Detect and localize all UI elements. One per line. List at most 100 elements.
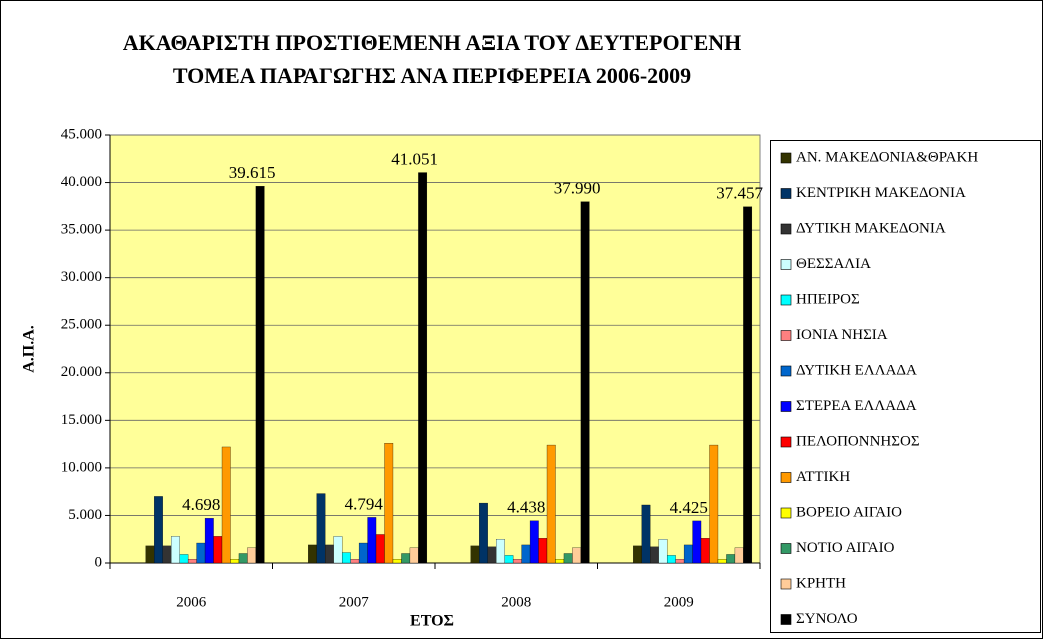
bar	[479, 502, 488, 564]
bar	[384, 443, 394, 564]
bar	[658, 539, 668, 564]
bar	[496, 539, 505, 564]
bar	[512, 559, 522, 564]
bar	[154, 496, 163, 564]
legend-swatch	[780, 507, 792, 519]
bar	[633, 545, 642, 564]
legend-label: ΠΕΛΟΠΟΝΝΗΣΟΣ	[796, 433, 920, 449]
data-label: 37.990	[554, 179, 601, 198]
bar	[555, 559, 565, 564]
bar	[213, 536, 223, 564]
bar	[580, 201, 590, 564]
data-label: 4.438	[507, 498, 545, 517]
bar	[196, 542, 206, 564]
bar	[563, 553, 573, 564]
bar	[401, 553, 411, 564]
bar	[692, 520, 702, 564]
bar	[717, 559, 727, 564]
bar	[650, 546, 659, 564]
data-label: 37.457	[716, 184, 763, 203]
legend-label: ΣΥΝΟΛΟ	[796, 611, 858, 627]
bar	[171, 536, 180, 564]
bar	[358, 542, 368, 564]
legend-label: ΗΠΕΙΡΟΣ	[796, 291, 860, 307]
bar	[230, 559, 240, 564]
y-tick-label: 20.000	[61, 364, 102, 380]
bar	[572, 547, 582, 564]
bar	[308, 544, 317, 564]
legend-label: ΘΕΣΣΑΛΙΑ	[796, 256, 871, 272]
legend-swatch	[780, 578, 792, 590]
x-tick-label: 2008	[501, 594, 531, 610]
bar	[683, 544, 693, 564]
bar	[504, 555, 514, 564]
y-tick-label: 5.000	[68, 507, 102, 523]
bar	[521, 544, 531, 564]
y-tick-label: 45.000	[61, 126, 102, 142]
legend-swatch	[780, 188, 792, 199]
legend-label: ΚΕΝΤΡΙΚΗ ΜΑΚΕΔΟΝΙΑ	[796, 185, 966, 201]
bar	[529, 520, 539, 564]
legend-label: ΑΝ. ΜΑΚΕΔΟΝΙΑ&ΘΡΑΚΗ	[796, 149, 978, 165]
bar	[743, 206, 753, 564]
bar	[247, 547, 257, 564]
legend-label: ΔΥΤΙΚΗ ΕΛΛΑΔΑ	[796, 362, 917, 378]
data-label: 4.698	[182, 495, 220, 514]
y-tick-label: 0	[95, 554, 103, 570]
y-axis-title: Α.Π.Α.	[21, 325, 38, 373]
y-tick-label: 15.000	[61, 412, 102, 428]
bar	[162, 545, 172, 564]
bar	[255, 186, 265, 564]
x-tick-label: 2009	[664, 594, 694, 610]
legend-label: ΚΡΗΤΗ	[796, 575, 846, 591]
legend-swatch	[780, 436, 792, 448]
plot-area	[109, 134, 761, 564]
bar	[145, 545, 155, 564]
legend-swatch	[780, 152, 792, 164]
data-label: 4.794	[345, 494, 384, 513]
bar	[666, 555, 676, 564]
legend-label: ΑΤΤΙΚΗ	[796, 469, 850, 485]
bar	[367, 517, 377, 564]
legend-swatch	[780, 472, 792, 483]
bar	[350, 559, 360, 564]
legend-label: ΣΤΕΡΕΑ ΕΛΛΑΔΑ	[796, 398, 917, 414]
y-tick-label: 10.000	[61, 459, 102, 475]
bar	[409, 547, 419, 564]
legend-swatch	[780, 365, 792, 377]
bar	[238, 553, 248, 564]
y-tick-label: 40.000	[61, 174, 102, 190]
legend-swatch	[780, 294, 792, 306]
legend-frame	[770, 140, 1041, 633]
legend-label: ΔΥΤΙΚΗ ΜΑΚΕΔΟΝΙΑ	[796, 220, 946, 236]
bar	[179, 554, 189, 564]
legend-label: ΙΟΝΙΑ ΝΗΣΙΑ	[796, 327, 888, 343]
legend-swatch	[780, 543, 792, 554]
bar	[538, 538, 548, 564]
bar	[726, 554, 736, 564]
legend-swatch	[780, 614, 792, 625]
bar	[470, 545, 480, 564]
bar	[316, 493, 326, 564]
bar	[187, 559, 197, 564]
y-tick-label: 35.000	[61, 222, 102, 238]
bar	[325, 544, 334, 564]
legend-swatch	[780, 259, 792, 270]
bar	[675, 559, 685, 564]
bar	[375, 534, 385, 564]
bar	[392, 559, 402, 564]
bar	[341, 552, 351, 564]
legend-swatch	[780, 223, 792, 235]
bar	[546, 444, 556, 564]
chart-title: ΤΟΜΕΑ ΠΑΡΑΓΩΓΗΣ ΑΝΑ ΠΕΡΙΦΕΡΕΙΑ 2006-2009	[173, 63, 691, 88]
bar	[709, 444, 719, 564]
bar	[641, 504, 651, 564]
x-tick-label: 2007	[339, 594, 370, 610]
y-tick-label: 25.000	[61, 317, 102, 333]
bar	[734, 547, 744, 564]
data-label: 4.425	[670, 498, 708, 517]
data-label: 41.051	[391, 149, 438, 168]
legend-swatch	[780, 401, 792, 412]
